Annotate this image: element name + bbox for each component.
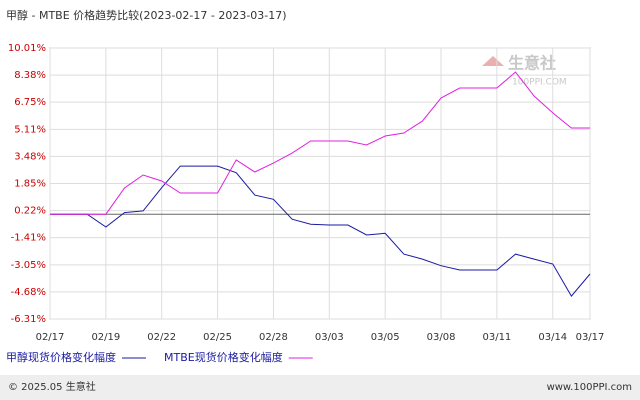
x-tick-label: 03/17: [576, 332, 605, 343]
footer-right: www.100PPI.com: [547, 382, 632, 393]
y-tick-label: 8.38%: [14, 70, 46, 81]
footer-left: © 2025.05 生意社: [8, 380, 96, 393]
y-tick-label: 0.22%: [14, 206, 46, 217]
y-tick-label: 1.85%: [14, 179, 46, 190]
y-tick-label: -4.68%: [11, 287, 46, 298]
x-tick-label: 02/22: [147, 332, 176, 343]
legend-label: MTBE现货价格变化幅度: [164, 350, 283, 364]
x-tick-label: 02/28: [259, 332, 288, 343]
x-tick-label: 02/17: [36, 332, 65, 343]
series-line: [50, 165, 591, 297]
x-tick-label: 03/14: [538, 332, 567, 343]
x-tick-label: 02/19: [91, 332, 120, 343]
x-tick-label: 03/11: [482, 332, 511, 343]
y-tick-label: 3.48%: [14, 151, 46, 162]
watermark: 生意社: [508, 54, 556, 73]
y-tick-label: 10.01%: [8, 43, 46, 54]
legend-label: 甲醇现货价格变化幅度: [6, 350, 116, 364]
footer-bar: [0, 375, 640, 400]
y-tick-label: -1.41%: [11, 233, 46, 244]
series-line: [50, 71, 590, 215]
y-tick-label: -3.05%: [11, 260, 46, 271]
y-tick-label: 6.75%: [14, 97, 46, 108]
y-tick-label: 5.11%: [14, 124, 46, 135]
x-tick-label: 03/08: [427, 332, 456, 343]
x-tick-label: 02/25: [203, 332, 232, 343]
chart-title: 甲醇 - MTBE 价格趋势比较(2023-02-17 - 2023-03-17…: [6, 8, 287, 22]
y-tick-label: -6.31%: [11, 314, 46, 325]
x-tick-label: 03/05: [371, 332, 400, 343]
watermark-sub: 100PPI.COM: [512, 78, 567, 88]
x-tick-label: 03/03: [315, 332, 344, 343]
watermark-icon: [482, 56, 504, 66]
